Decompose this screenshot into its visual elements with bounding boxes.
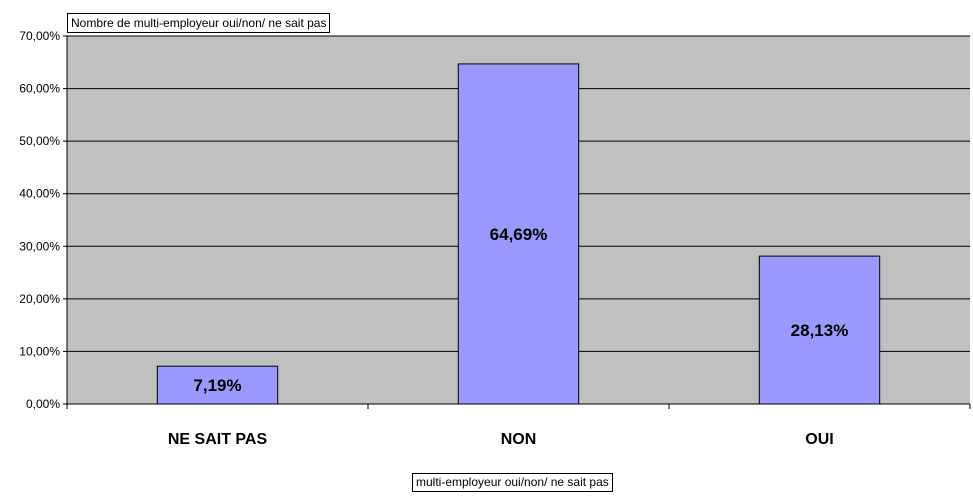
x-tick-label: NE SAIT PAS [168, 431, 268, 448]
chart-title: Nombre de multi-employeur oui/non/ ne sa… [67, 13, 331, 33]
x-tick-label: OUI [805, 431, 833, 448]
data-label: 7,19% [193, 376, 241, 395]
bar-oui [758, 255, 881, 405]
y-tick-label: 60,00% [19, 82, 60, 96]
data-label: 28,13% [791, 321, 849, 340]
y-tick-label: 0,00% [26, 397, 60, 411]
x-axis-label: multi-employeur oui/non/ ne sait pas [412, 473, 613, 492]
bar-ne-sait-pas [156, 365, 279, 405]
y-tick-label: 20,00% [19, 292, 60, 306]
y-tick-label: 30,00% [19, 239, 60, 253]
bar-non [457, 63, 580, 405]
x-tick-label: NON [501, 431, 537, 448]
y-tick-label: 70,00% [19, 29, 60, 43]
y-tick-label: 40,00% [19, 187, 60, 201]
y-tick-label: 10,00% [19, 344, 60, 358]
y-tick-label: 50,00% [19, 134, 60, 148]
data-label: 64,69% [490, 225, 548, 244]
